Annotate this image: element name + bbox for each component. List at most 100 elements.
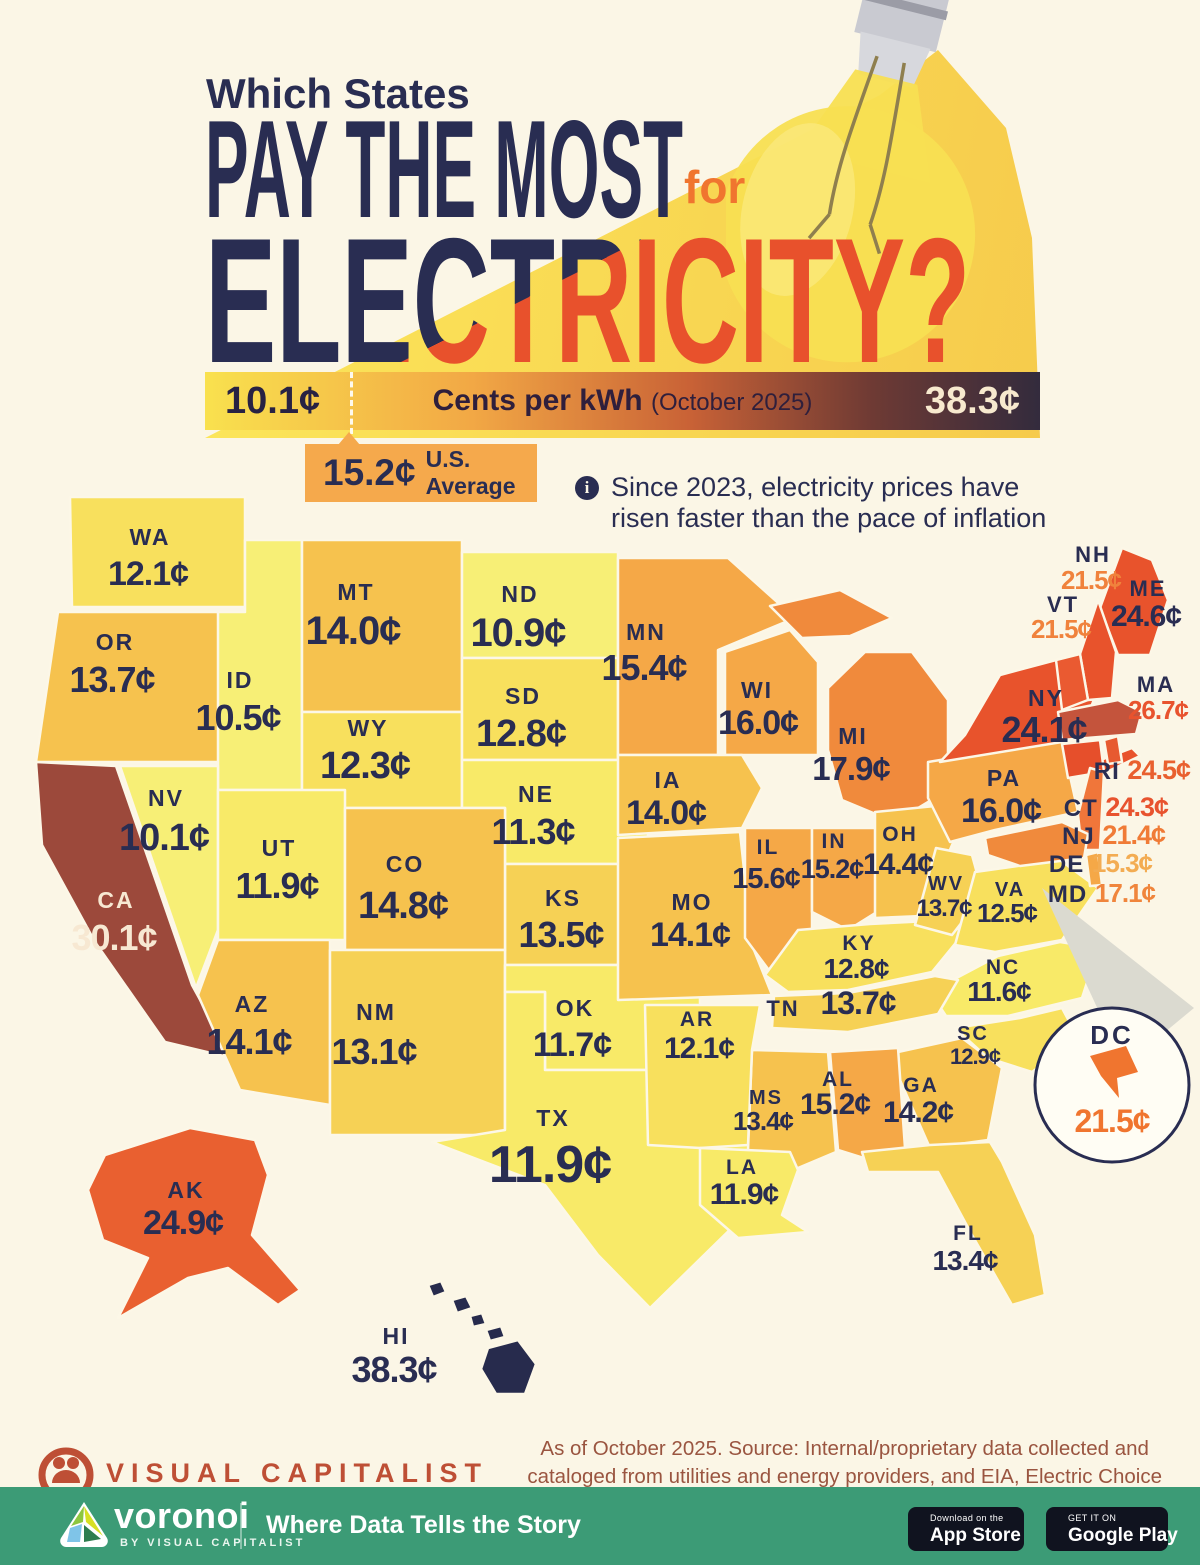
state-shape-MA — [1056, 698, 1144, 742]
state-value-MO: 14.1¢ — [650, 916, 731, 954]
inflation-note-text: Since 2023, electricity prices have rise… — [611, 472, 1046, 534]
state-value-IN: 15.2¢ — [801, 854, 865, 884]
state-value-IA: 14.0¢ — [626, 794, 707, 832]
app-store-badge-text: Download on the App Store — [930, 1512, 1021, 1545]
state-value-ND: 10.9¢ — [470, 611, 566, 655]
state-row-CT: CT 24.3¢ — [1064, 792, 1169, 822]
state-abbr-WI: WI — [741, 677, 773, 703]
state-shape-CO — [343, 806, 507, 952]
state-value-CO: 14.8¢ — [358, 885, 449, 927]
state-abbr-KS: KS — [545, 885, 581, 911]
state-value-GA: 14.2¢ — [883, 1096, 953, 1129]
lightbulb-illustration — [726, 0, 976, 363]
bulb-collar — [858, 31, 931, 88]
state-value-CA: 30.1¢ — [71, 917, 157, 958]
state-value-WY: 12.3¢ — [320, 745, 411, 787]
state-abbr-OH: OH — [882, 823, 918, 846]
dc-callout: DC 21.5¢ — [1033, 888, 1194, 1164]
state-value-NM: 13.1¢ — [331, 1031, 417, 1072]
state-abbr-MT: MT — [337, 579, 374, 605]
state-value-NC: 11.6¢ — [967, 976, 1031, 1007]
state-value-UT: 11.9¢ — [235, 865, 319, 906]
visual-capitalist-wordmark: VISUAL CAPITALIST — [106, 1458, 489, 1488]
state-shape-AZ — [196, 938, 332, 1107]
state-shape-DE — [1084, 850, 1104, 888]
state-value-MN: 15.4¢ — [601, 647, 687, 688]
voronoi-subtitle: BY VISUAL CAPITALIST — [120, 1537, 306, 1549]
state-abbr-AL: AL — [822, 1068, 854, 1091]
inflation-note-line1: Since 2023, electricity prices have — [611, 472, 1020, 502]
state-abbr-NH: NH — [1075, 542, 1111, 567]
state-abbr-NM: NM — [356, 999, 396, 1025]
state-abbr-PA: PA — [987, 765, 1021, 791]
state-shape-TN — [770, 974, 960, 1034]
info-icon: i — [575, 476, 599, 500]
state-row-RI: RI 24.5¢ — [1094, 755, 1191, 785]
app-store-badge[interactable]: Download on the App Store — [908, 1507, 1024, 1551]
us-average-box: 15.2¢ U.S. Average — [305, 444, 537, 502]
state-value-NV: 10.1¢ — [119, 817, 210, 859]
state-abbr-FL: FL — [953, 1222, 983, 1245]
dc-shape-icon — [1090, 1046, 1138, 1098]
legend-gradient-bar: 10.1¢ Cents per kWh (October 2025) 38.3¢ — [205, 372, 1040, 430]
bulb-filament — [807, 55, 906, 255]
state-abbr-GA: GA — [903, 1074, 939, 1097]
state-abbr-MN: MN — [626, 619, 666, 645]
state-value-KY: 12.8¢ — [823, 953, 888, 984]
source-line1: As of October 2025. Source: Internal/pro… — [540, 1437, 1149, 1460]
state-shape-VT — [1054, 652, 1090, 712]
state-value-MS: 13.4¢ — [733, 1106, 794, 1136]
legend-max-value: 38.3¢ — [924, 379, 1020, 422]
state-labels-layer: WA 12.1¢ OR 13.7¢ ID 10.5¢ MT 14.0¢ WY 12.3¢ ND 10.… — [69, 524, 1192, 1390]
app-store-top: Download on the — [930, 1512, 1004, 1523]
bar-divider — [240, 1503, 242, 1549]
state-value-OR: 13.7¢ — [69, 659, 155, 700]
google-play-badge[interactable]: GET IT ON Google Play — [1046, 1507, 1178, 1551]
state-abbr-IL: IL — [757, 836, 780, 859]
state-abbr-AZ: AZ — [235, 991, 270, 1017]
state-value-MT: 14.0¢ — [305, 609, 401, 653]
state-value-WA: 12.1¢ — [108, 555, 189, 593]
state-value-NY: 24.1¢ — [1001, 709, 1087, 750]
state-abbr-VT: VT — [1047, 592, 1079, 617]
title-line1: PAY THE MOST — [205, 92, 683, 247]
state-abbr-NE: NE — [518, 781, 554, 807]
state-abbr-WA: WA — [129, 524, 170, 550]
state-value-TX: 11.9¢ — [489, 1136, 611, 1194]
state-value-AL: 15.2¢ — [800, 1088, 870, 1121]
state-row-DE: DE 15.3¢ — [1049, 848, 1153, 878]
state-value-AR: 12.1¢ — [664, 1032, 734, 1065]
state-row-MD: MD 17.1¢ — [1048, 878, 1156, 908]
state-abbr-MA: MA — [1137, 672, 1175, 697]
state-abbr-IN: IN — [822, 830, 847, 853]
state-abbr-OR: OR — [96, 629, 135, 655]
us-average-label: U.S. Average — [425, 446, 516, 499]
state-shape-IA — [616, 753, 764, 837]
state-row-NJ: NJ 21.4¢ — [1062, 820, 1166, 850]
state-value-NE: 11.3¢ — [491, 811, 575, 852]
state-shape-HI-3 — [484, 1324, 507, 1343]
voronoi-logo-icon — [60, 1502, 108, 1547]
title-kicker: Which States — [206, 70, 470, 117]
state-abbr-CA: CA — [97, 887, 134, 913]
state-value-WV: 13.7¢ — [916, 895, 972, 922]
google-play-badge-text: GET IT ON Google Play — [1068, 1513, 1178, 1545]
us-average-pointer — [338, 432, 360, 445]
state-shape-LA — [698, 1146, 810, 1240]
header: Which States PAY THE MOST for ELECTRICIT… — [0, 0, 1200, 440]
state-value-AZ: 14.1¢ — [206, 1021, 292, 1062]
dc-abbr-label: DC — [1090, 1020, 1134, 1050]
state-shape-MD — [983, 820, 1090, 868]
state-value-HI: 38.3¢ — [351, 1349, 437, 1390]
us-average-dashed-line — [350, 372, 353, 434]
state-value-SD: 12.8¢ — [476, 713, 567, 755]
state-value-TN: 13.7¢ — [820, 985, 896, 1021]
state-abbr-TN: TN — [766, 996, 799, 1021]
state-abbr-ME: ME — [1130, 576, 1167, 601]
state-value-VT: 21.5¢ — [1031, 614, 1092, 644]
state-abbr-CO: CO — [386, 851, 425, 877]
state-shape-AK — [86, 1126, 302, 1320]
state-abbr-VA: VA — [995, 879, 1025, 901]
legend-title-text: Cents per kWh — [432, 384, 643, 417]
